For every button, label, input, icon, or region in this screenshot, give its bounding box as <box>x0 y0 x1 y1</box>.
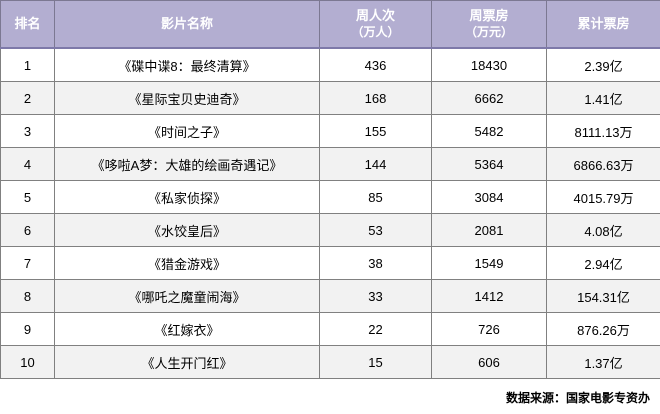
cell-weekly-admissions: 144 <box>319 147 432 181</box>
column-header-sublabel: （万元） <box>464 24 513 39</box>
cell-weekly-boxoffice: 3084 <box>431 180 547 214</box>
column-header-label: 影片名称 <box>160 15 213 31</box>
cell-title: 《猎金游戏》 <box>54 246 320 280</box>
cell-rank: 5 <box>0 180 55 214</box>
column-header-total-boxoffice: 累计票房 <box>546 0 660 49</box>
cell-weekly-boxoffice: 5364 <box>431 147 547 181</box>
table-row: 4 《哆啦A梦：大雄的绘画奇遇记》 144 5364 6866.63万 <box>0 147 660 181</box>
cell-weekly-admissions: 15 <box>319 345 432 379</box>
cell-rank: 2 <box>0 81 55 115</box>
column-header-rank: 排名 <box>0 0 55 49</box>
cell-title: 《私家侦探》 <box>54 180 320 214</box>
cell-rank: 3 <box>0 114 55 148</box>
cell-weekly-admissions: 22 <box>319 312 432 346</box>
cell-title: 《人生开门红》 <box>54 345 320 379</box>
cell-weekly-boxoffice: 726 <box>431 312 547 346</box>
table-row: 5 《私家侦探》 85 3084 4015.79万 <box>0 180 660 214</box>
cell-title: 《哪吒之魔童闹海》 <box>54 279 320 313</box>
cell-weekly-admissions: 38 <box>319 246 432 280</box>
table-row: 8 《哪吒之魔童闹海》 33 1412 154.31亿 <box>0 279 660 313</box>
table-row: 2 《星际宝贝史迪奇》 168 6662 1.41亿 <box>0 81 660 115</box>
cell-rank: 9 <box>0 312 55 346</box>
cell-title: 《红嫁衣》 <box>54 312 320 346</box>
column-header-title: 影片名称 <box>54 0 320 49</box>
cell-total-boxoffice: 4015.79万 <box>546 180 660 214</box>
cell-weekly-boxoffice: 18430 <box>431 47 547 82</box>
cell-rank: 6 <box>0 213 55 247</box>
table-row: 10 《人生开门红》 15 606 1.37亿 <box>0 345 660 379</box>
table-row: 6 《水饺皇后》 53 2081 4.08亿 <box>0 213 660 247</box>
table-row: 9 《红嫁衣》 22 726 876.26万 <box>0 312 660 346</box>
cell-total-boxoffice: 6866.63万 <box>546 147 660 181</box>
cell-title: 《哆啦A梦：大雄的绘画奇遇记》 <box>54 147 320 181</box>
cell-rank: 7 <box>0 246 55 280</box>
cell-title: 《碟中谍8：最终清算》 <box>54 47 320 82</box>
cell-weekly-admissions: 168 <box>319 81 432 115</box>
column-header-weekly-admissions: 周人次 （万人） <box>319 0 432 49</box>
cell-weekly-boxoffice: 606 <box>431 345 547 379</box>
cell-weekly-boxoffice: 2081 <box>431 213 547 247</box>
cell-total-boxoffice: 876.26万 <box>546 312 660 346</box>
table-body: 1 《碟中谍8：最终清算》 436 18430 2.39亿 2 《星际宝贝史迪奇》 168 66… <box>0 47 660 379</box>
table-row: 1 《碟中谍8：最终清算》 436 18430 2.39亿 <box>0 47 660 82</box>
cell-rank: 10 <box>0 345 55 379</box>
table-row: 7 《猎金游戏》 38 1549 2.94亿 <box>0 246 660 280</box>
cell-title: 《水饺皇后》 <box>54 213 320 247</box>
cell-weekly-admissions: 85 <box>319 180 432 214</box>
cell-weekly-boxoffice: 5482 <box>431 114 547 148</box>
column-header-label: 周票房 <box>469 8 509 24</box>
cell-total-boxoffice: 4.08亿 <box>546 213 660 247</box>
cell-total-boxoffice: 2.39亿 <box>546 47 660 82</box>
cell-weekly-admissions: 155 <box>319 114 432 148</box>
column-header-weekly-boxoffice: 周票房 （万元） <box>431 0 547 49</box>
table-row: 3 《时间之子》 155 5482 8111.13万 <box>0 114 660 148</box>
cell-title: 《星际宝贝史迪奇》 <box>54 81 320 115</box>
cell-weekly-boxoffice: 6662 <box>431 81 547 115</box>
cell-weekly-admissions: 53 <box>319 213 432 247</box>
cell-rank: 4 <box>0 147 55 181</box>
table-header: 排名 影片名称 周人次 （万人） 周票房 （万元） 累计票房 <box>0 0 660 49</box>
header-row: 排名 影片名称 周人次 （万人） 周票房 （万元） 累计票房 <box>0 0 660 49</box>
boxoffice-table: 排名 影片名称 周人次 （万人） 周票房 （万元） 累计票房 1 《碟中谍8：最终清算》 436… <box>0 0 660 379</box>
column-header-label: 排名 <box>14 15 41 31</box>
column-header-sublabel: （万人） <box>351 24 400 39</box>
column-header-label: 累计票房 <box>577 15 630 31</box>
cell-weekly-admissions: 436 <box>319 47 432 82</box>
cell-total-boxoffice: 2.94亿 <box>546 246 660 280</box>
cell-weekly-boxoffice: 1549 <box>431 246 547 280</box>
column-header-label: 周人次 <box>355 8 395 24</box>
cell-total-boxoffice: 1.41亿 <box>546 81 660 115</box>
cell-total-boxoffice: 1.37亿 <box>546 345 660 379</box>
cell-total-boxoffice: 8111.13万 <box>546 114 660 148</box>
cell-total-boxoffice: 154.31亿 <box>546 279 660 313</box>
cell-title: 《时间之子》 <box>54 114 320 148</box>
cell-rank: 8 <box>0 279 55 313</box>
cell-weekly-admissions: 33 <box>319 279 432 313</box>
cell-weekly-boxoffice: 1412 <box>431 279 547 313</box>
data-source-note: 数据来源：国家电影专资办 <box>505 391 650 405</box>
cell-rank: 1 <box>0 47 55 82</box>
